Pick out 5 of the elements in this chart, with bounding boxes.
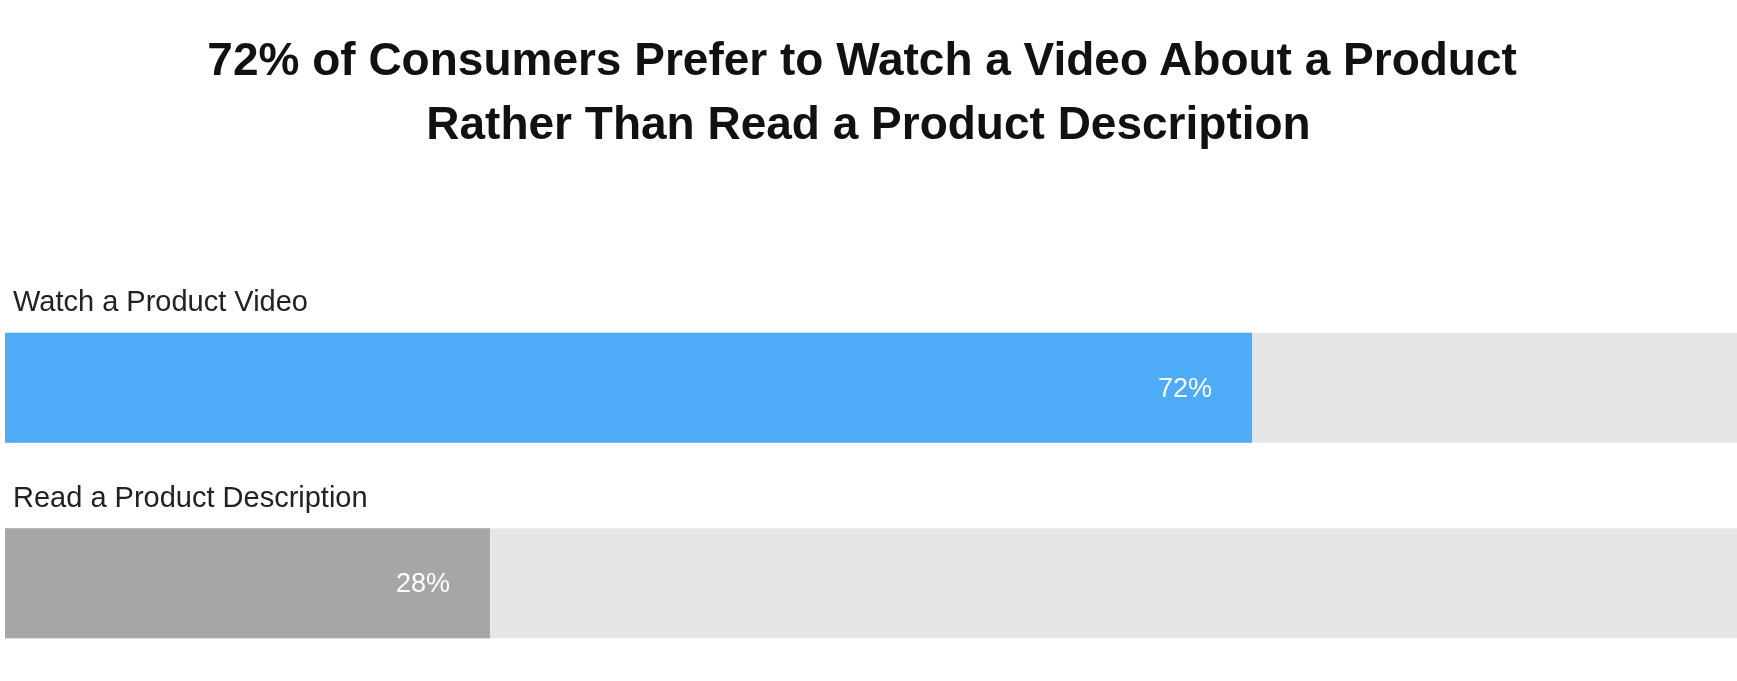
y-tick-label: Watch a Product Video xyxy=(13,285,308,318)
y-tick-label: Read a Product Description xyxy=(13,480,368,513)
chart-title: 72% of Consumers Prefer to Watch a Video About a Product Rather Than Read a Product Description xyxy=(207,33,1530,149)
data-label: 28% xyxy=(395,568,450,599)
data-label: 72% xyxy=(1157,372,1213,403)
